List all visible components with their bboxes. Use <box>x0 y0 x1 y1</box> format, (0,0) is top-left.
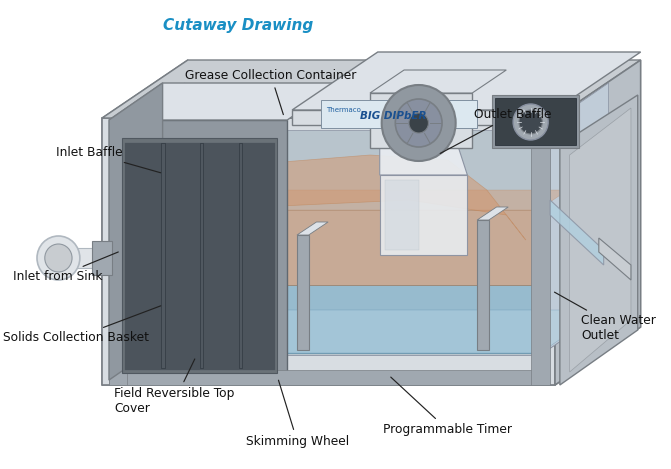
Polygon shape <box>570 108 631 372</box>
Text: Skimming Wheel: Skimming Wheel <box>246 380 349 448</box>
Text: Solids Collection Basket: Solids Collection Basket <box>3 306 161 344</box>
Polygon shape <box>117 130 540 355</box>
Polygon shape <box>119 210 538 285</box>
Polygon shape <box>109 83 162 380</box>
Polygon shape <box>384 180 419 250</box>
Text: Cutaway Drawing: Cutaway Drawing <box>163 18 313 33</box>
Polygon shape <box>492 95 579 148</box>
Text: Inlet Baffle: Inlet Baffle <box>56 146 160 173</box>
Circle shape <box>519 110 542 134</box>
Polygon shape <box>109 83 341 120</box>
Polygon shape <box>160 143 164 368</box>
Polygon shape <box>555 60 641 385</box>
Polygon shape <box>239 143 242 368</box>
Polygon shape <box>121 138 278 373</box>
Polygon shape <box>292 110 555 125</box>
Polygon shape <box>170 155 526 240</box>
Circle shape <box>37 236 80 280</box>
Text: Clean Water
Outlet: Clean Water Outlet <box>554 292 656 342</box>
Polygon shape <box>321 100 477 128</box>
Polygon shape <box>199 143 203 368</box>
Polygon shape <box>102 327 641 385</box>
Polygon shape <box>550 200 604 265</box>
Polygon shape <box>117 83 185 355</box>
Polygon shape <box>380 145 468 175</box>
Circle shape <box>513 104 548 140</box>
Polygon shape <box>119 190 568 210</box>
Circle shape <box>382 85 456 161</box>
Polygon shape <box>560 95 637 385</box>
Polygon shape <box>102 118 555 385</box>
Polygon shape <box>370 93 472 148</box>
Polygon shape <box>117 308 609 355</box>
Circle shape <box>395 99 442 147</box>
Polygon shape <box>109 370 544 385</box>
Polygon shape <box>102 60 641 118</box>
Text: Thermaco: Thermaco <box>326 107 361 113</box>
Polygon shape <box>540 83 609 355</box>
Circle shape <box>45 244 72 272</box>
Text: Programmable Timer: Programmable Timer <box>383 377 512 436</box>
Polygon shape <box>119 285 538 353</box>
Polygon shape <box>370 70 507 93</box>
Polygon shape <box>477 207 508 220</box>
Polygon shape <box>297 222 328 235</box>
Polygon shape <box>292 52 641 110</box>
Polygon shape <box>495 98 576 145</box>
Polygon shape <box>531 120 550 385</box>
Circle shape <box>409 113 428 133</box>
Polygon shape <box>380 175 468 255</box>
Text: Outlet Baffle: Outlet Baffle <box>440 108 551 153</box>
Polygon shape <box>58 248 112 268</box>
Polygon shape <box>109 120 127 385</box>
Text: Field Reversible Top
Cover: Field Reversible Top Cover <box>114 359 235 415</box>
Polygon shape <box>125 143 274 370</box>
Polygon shape <box>121 310 602 353</box>
Polygon shape <box>599 238 631 280</box>
Polygon shape <box>109 120 287 380</box>
Text: Inlet from Sink: Inlet from Sink <box>13 252 118 283</box>
Text: BIG DIPbER: BIG DIPbER <box>360 111 427 121</box>
Polygon shape <box>93 241 112 275</box>
Polygon shape <box>297 235 309 350</box>
Text: Grease Collection Container: Grease Collection Container <box>185 69 357 114</box>
Polygon shape <box>102 60 188 385</box>
Polygon shape <box>112 125 195 380</box>
Polygon shape <box>477 220 488 350</box>
